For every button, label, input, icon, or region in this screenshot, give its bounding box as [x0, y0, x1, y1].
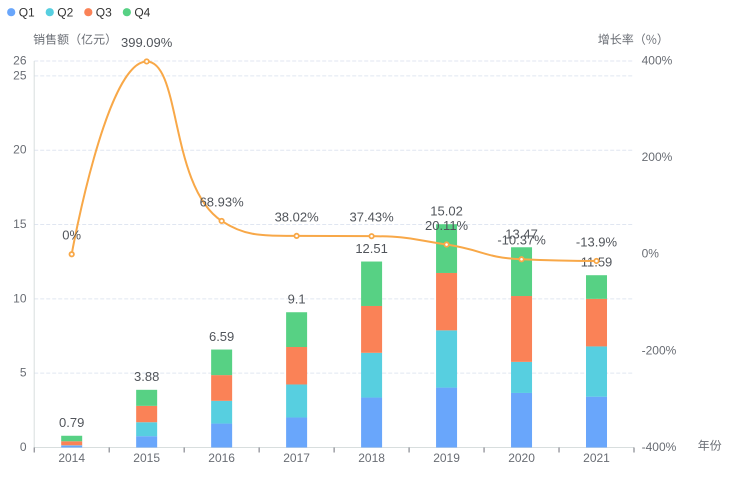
- svg-text:0.79: 0.79: [59, 415, 84, 430]
- svg-text:2017: 2017: [283, 451, 310, 465]
- svg-text:20.11%: 20.11%: [425, 218, 469, 233]
- svg-text:3.88: 3.88: [134, 369, 159, 384]
- svg-text:2015: 2015: [133, 451, 160, 465]
- svg-text:2016: 2016: [208, 451, 235, 465]
- svg-text:6.59: 6.59: [209, 329, 234, 344]
- svg-text:2019: 2019: [433, 451, 460, 465]
- svg-text:5: 5: [20, 366, 27, 380]
- svg-text:0%: 0%: [62, 228, 81, 243]
- svg-text:13.47: 13.47: [505, 227, 538, 242]
- svg-text:26: 26: [13, 53, 27, 67]
- svg-text:38.02%: 38.02%: [275, 209, 320, 224]
- svg-text:399.09%: 399.09%: [121, 35, 173, 50]
- svg-text:-10.37%: -10.37%: [497, 233, 546, 248]
- svg-text:400%: 400%: [642, 53, 673, 67]
- svg-text:68.93%: 68.93%: [200, 194, 245, 209]
- svg-text:37.43%: 37.43%: [350, 210, 395, 225]
- svg-text:Q3: Q3: [96, 5, 112, 19]
- svg-text:0%: 0%: [642, 247, 660, 261]
- svg-text:Q2: Q2: [57, 5, 73, 19]
- svg-text:10: 10: [13, 291, 27, 305]
- svg-text:-400%: -400%: [642, 440, 677, 454]
- svg-text:2014: 2014: [58, 451, 85, 465]
- svg-text:0: 0: [20, 440, 27, 454]
- svg-text:15: 15: [13, 217, 27, 231]
- svg-text:200%: 200%: [642, 150, 673, 164]
- svg-text:12.51: 12.51: [355, 241, 388, 256]
- svg-text:25: 25: [13, 68, 27, 82]
- svg-text:15.02: 15.02: [430, 204, 463, 219]
- svg-text:2021: 2021: [583, 451, 610, 465]
- svg-text:20: 20: [13, 143, 27, 157]
- svg-text:-200%: -200%: [642, 343, 677, 357]
- svg-text:Q1: Q1: [19, 5, 35, 19]
- svg-text:2018: 2018: [358, 451, 385, 465]
- svg-text:Q4: Q4: [134, 5, 150, 19]
- svg-text:2020: 2020: [508, 451, 535, 465]
- svg-text:9.1: 9.1: [288, 292, 306, 307]
- svg-text:-13.9%: -13.9%: [576, 234, 618, 249]
